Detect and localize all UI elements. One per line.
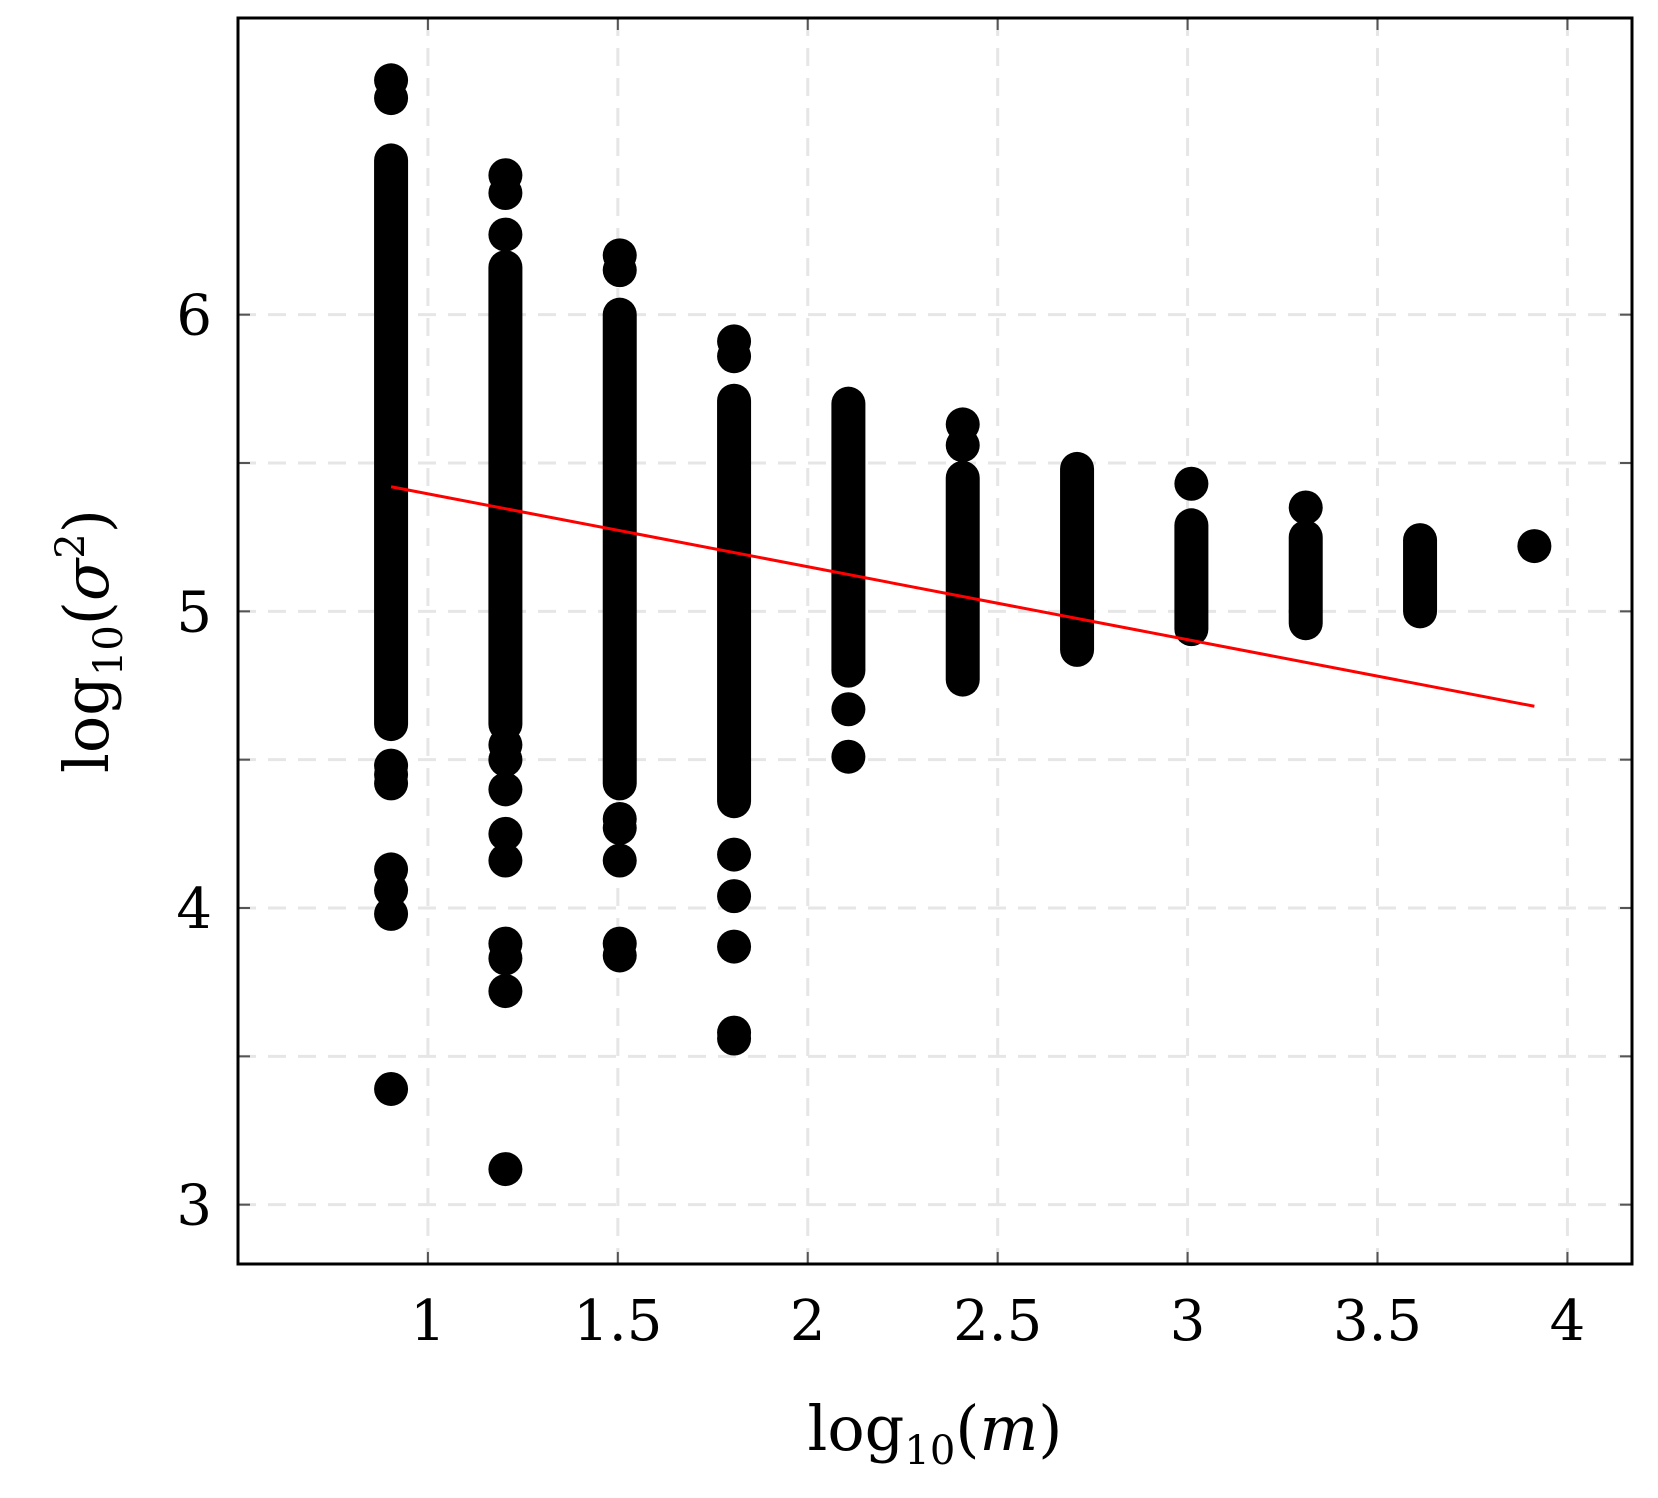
data-point [488,941,523,976]
plot-area-frame [236,16,1634,1266]
data-point [1174,466,1209,501]
x-tick-label: 2 [790,1289,826,1354]
data-point [374,896,409,931]
data-point [374,873,409,908]
data-point [374,63,409,98]
y-tick-labels: 3 4 5 6 [176,284,212,1239]
x-tick-label: 4 [1550,1289,1586,1354]
x-tick-labels: 1 1.5 2 2.5 3 3.5 4 [410,1289,1585,1354]
data-point [488,742,523,777]
data-point [374,748,409,783]
x-tick-label: 1 [410,1289,446,1354]
x-tick-label: 2.5 [953,1289,1042,1354]
data-point [1288,490,1323,525]
data-point [488,843,523,878]
data-point [717,339,752,374]
y-axis-label: log10(σ2) [48,509,132,773]
data-point [488,217,523,252]
x-tick-label: 3.5 [1333,1289,1422,1354]
data-point [602,810,637,845]
grid-layer [238,18,1632,1264]
data-point [831,739,866,774]
data-points [374,63,1552,1187]
data-point [602,253,637,288]
fit-line-layer [390,485,1535,708]
y-tick-label: 3 [176,1174,212,1239]
data-point [488,816,523,851]
data-point [488,974,523,1009]
y-tick-label: 4 [176,877,212,942]
data-point [717,1021,752,1056]
data-point [831,692,866,727]
data-point [602,843,637,878]
tick-marks [238,18,1632,1264]
data-point [374,1071,409,1106]
data-point [945,428,980,463]
data-point [717,879,752,914]
x-tick-label: 3 [1170,1289,1206,1354]
y-tick-label: 5 [176,580,212,645]
y-tick-label: 6 [176,284,212,349]
data-point [602,938,637,973]
data-point [488,1152,523,1187]
x-axis-label: log10(m) [808,1392,1063,1474]
data-point [488,176,523,211]
x-tick-label: 1.5 [573,1289,662,1354]
regression-line [390,485,1535,708]
data-point [1517,529,1552,564]
data-point [488,772,523,807]
data-point [717,837,752,872]
data-point [717,929,752,964]
